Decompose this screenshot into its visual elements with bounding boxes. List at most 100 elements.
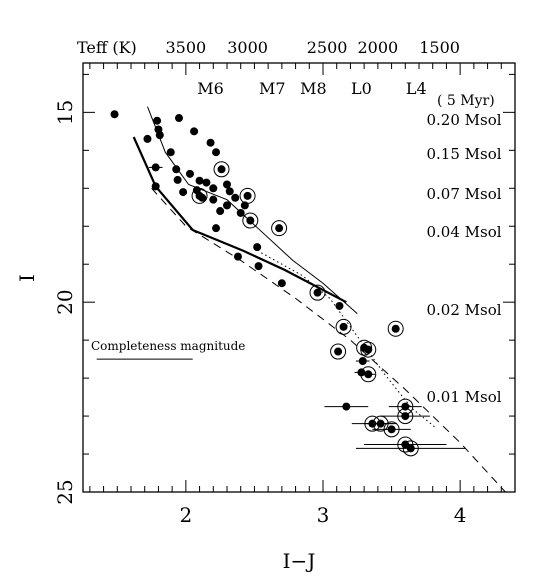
data-point	[173, 175, 182, 184]
data-point	[313, 288, 322, 297]
spectral-type-label: L4	[406, 79, 427, 98]
y-axis-label: I	[15, 274, 39, 282]
data-point	[406, 444, 415, 453]
completeness-label: Completeness magnitude	[91, 339, 245, 353]
isochrone-thick	[132, 136, 347, 304]
data-point	[195, 191, 204, 200]
circled-marker	[397, 436, 414, 453]
circled-marker	[213, 161, 230, 178]
data-point	[246, 216, 255, 225]
circled-marker	[387, 320, 404, 337]
data-point	[151, 163, 160, 172]
circled-marker	[397, 408, 414, 425]
isochrone-dashed	[151, 187, 506, 493]
y-tick-label: 25	[53, 479, 77, 504]
data-points-layer	[110, 110, 466, 457]
x-tick-label: 3	[317, 503, 330, 527]
x-tick-label: 2	[179, 503, 192, 527]
data-point	[166, 148, 175, 157]
circled-marker	[242, 212, 259, 229]
spectral-type-label: L0	[351, 79, 372, 98]
circled-marker	[191, 187, 208, 204]
axes-layer: 2 3 4 15 20 25 3500 3000 2500 2000 1500	[53, 38, 516, 527]
data-point	[358, 357, 367, 366]
data-point	[155, 131, 164, 140]
data-point	[277, 279, 286, 288]
data-point	[342, 402, 351, 411]
isochrone-dotted	[261, 252, 436, 428]
data-point	[202, 178, 211, 187]
annotation-layer: M6 M7 M8 L0 L4 0.20 Msol 0.15 Msol 0.07 Msol 0.0…	[197, 79, 501, 406]
y-tick-label: 15	[53, 100, 77, 125]
data-point	[151, 182, 160, 191]
x-tick-label: 4	[454, 503, 467, 527]
data-point	[253, 243, 262, 252]
data-point	[212, 148, 221, 157]
circled-marker	[402, 440, 419, 457]
circled-marker	[372, 415, 389, 432]
data-point	[339, 322, 348, 331]
data-point	[153, 116, 162, 125]
mass-label: 0.01 Msol	[426, 388, 501, 406]
data-point	[364, 345, 373, 354]
circled-marker	[239, 187, 256, 204]
isochrone-thin	[147, 106, 358, 314]
data-point	[231, 193, 240, 202]
mass-label: 0.02 Msol	[426, 301, 501, 319]
data-point	[216, 207, 225, 216]
top-tick-label: 1500	[419, 38, 460, 57]
age-label: ( 5 Myr)	[437, 93, 495, 109]
data-point	[225, 187, 234, 196]
mass-label: 0.04 Msol	[426, 223, 501, 241]
circled-marker	[309, 284, 326, 301]
data-point	[243, 191, 252, 200]
data-point	[387, 425, 396, 434]
circled-marker	[360, 366, 377, 383]
data-point	[376, 419, 385, 428]
data-point	[236, 208, 245, 217]
data-point	[185, 169, 194, 178]
circled-marker	[271, 220, 288, 237]
data-point	[364, 370, 373, 379]
plot-frame	[82, 62, 516, 493]
mass-label: 0.15 Msol	[426, 145, 501, 163]
data-point	[254, 262, 263, 271]
circled-marker	[335, 318, 352, 335]
circled-marker	[330, 343, 347, 360]
data-point	[206, 138, 215, 147]
data-point	[209, 195, 218, 204]
spectral-type-label: M8	[300, 79, 327, 98]
circled-marker	[360, 341, 377, 358]
mass-label: 0.07 Msol	[426, 185, 501, 203]
top-tick-label: 3500	[165, 38, 206, 57]
data-point	[223, 180, 231, 189]
y-tick-label: 20	[53, 289, 77, 314]
data-point	[209, 184, 218, 193]
data-point	[233, 252, 242, 261]
data-point	[175, 114, 183, 123]
data-point	[401, 412, 410, 421]
data-point	[335, 301, 344, 310]
circled-marker	[383, 421, 400, 438]
data-point	[212, 224, 221, 233]
top-tick-label: 3000	[227, 38, 268, 57]
data-point	[190, 127, 199, 136]
data-point	[391, 324, 400, 333]
spectral-type-label: M7	[259, 79, 286, 98]
top-tick-label: 2000	[357, 38, 398, 57]
data-point	[110, 110, 119, 119]
spectral-type-label: M6	[197, 79, 224, 98]
data-point	[334, 347, 343, 356]
top-tick-label: 2500	[307, 38, 348, 57]
data-point	[223, 201, 231, 210]
data-point	[172, 165, 181, 174]
data-point	[217, 165, 226, 174]
data-point	[195, 176, 204, 185]
mass-label: 0.20 Msol	[426, 111, 501, 129]
data-point	[275, 224, 284, 233]
data-point	[143, 134, 152, 143]
isochrone-layer	[132, 106, 506, 493]
top-axis-label: Teff (K)	[77, 38, 137, 57]
x-axis-label: I−J	[283, 549, 316, 573]
